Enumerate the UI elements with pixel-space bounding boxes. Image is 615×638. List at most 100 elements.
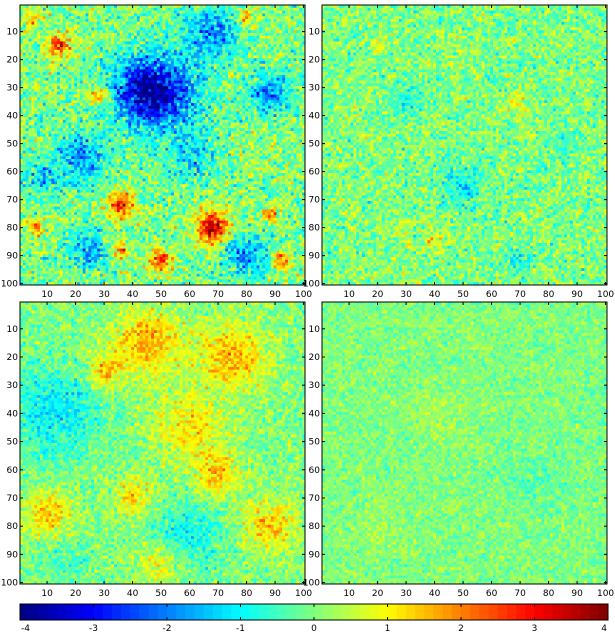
heatmap-cell [137,109,140,112]
heatmap-cell [279,22,282,25]
heatmap-cell [51,75,54,78]
heatmap-cell [125,22,128,25]
heatmap-cell [202,114,205,117]
heatmap-cell [197,125,200,128]
heatmap-cell [208,83,211,86]
heatmap-cell [271,106,274,109]
heatmap-cell [163,131,166,134]
heatmap-cell [111,97,114,100]
heatmap-cell [171,55,174,58]
heatmap-cell [120,111,123,114]
heatmap-cell [171,128,174,131]
heatmap-cell [299,78,302,81]
heatmap-cell [171,78,174,81]
heatmap-cell [91,27,94,30]
heatmap-cell [185,64,188,67]
heatmap-cell [140,81,143,84]
heatmap-cell [205,25,208,28]
heatmap-cell [34,64,37,67]
heatmap-cell [137,41,140,44]
heatmap-cell [60,11,63,14]
heatmap-cell [291,27,294,30]
heatmap-cell [117,95,120,98]
heatmap-cell [200,25,203,28]
heatmap-cell [74,55,77,58]
heatmap-cell [197,8,200,11]
heatmap-cell [148,97,151,100]
heatmap-cell [46,117,49,120]
heatmap-cell [299,72,302,75]
heatmap-cell [137,95,140,98]
heatmap-cell [248,83,251,86]
heatmap-cell [140,78,143,81]
heatmap-cell [134,13,137,16]
heatmap-cell [254,36,257,39]
heatmap-cell [265,95,268,98]
heatmap-cell [100,58,103,61]
heatmap-cell [123,69,126,72]
heatmap-cell [257,89,260,92]
heatmap-cell [205,75,208,78]
heatmap-cell [123,16,126,19]
heatmap-cell [257,100,260,103]
heatmap-cell [29,61,32,64]
heatmap-cell [202,36,205,39]
heatmap-cell [171,114,174,117]
heatmap-cell [279,30,282,33]
heatmap-cell [74,39,77,42]
heatmap-cell [140,89,143,92]
heatmap-cell [220,114,223,117]
heatmap-cell [80,72,83,75]
heatmap-cell [77,8,80,11]
heatmap-cell [202,58,205,61]
heatmap-cell [103,58,106,61]
heatmap-cell [188,67,191,70]
heatmap-cell [225,50,228,53]
heatmap-cell [26,41,29,44]
heatmap-cell [191,19,194,22]
heatmap-cell [274,103,277,106]
heatmap-cell [294,134,297,137]
heatmap-cell [285,75,288,78]
heatmap-cell [182,83,185,86]
heatmap-cell [125,72,128,75]
heatmap-cell [128,81,131,84]
heatmap-cell [103,25,106,28]
heatmap-cell [163,36,166,39]
heatmap-cell [239,109,242,112]
heatmap-cell [128,83,131,86]
heatmap-cell [180,134,183,137]
heatmap-cell [214,78,217,81]
heatmap-cell [251,75,254,78]
heatmap-cell [185,103,188,106]
heatmap-cell [63,95,66,98]
heatmap-cell [214,109,217,112]
heatmap-cell [160,53,163,56]
heatmap-cell [182,95,185,98]
heatmap-cell [168,117,171,120]
heatmap-cell [202,95,205,98]
heatmap-cell [151,75,154,78]
heatmap-cell [231,44,234,47]
heatmap-cell [60,106,63,109]
heatmap-cell [174,86,177,89]
heatmap-cell [214,13,217,16]
heatmap-cell [43,109,46,112]
heatmap-cell [131,106,134,109]
heatmap-cell [163,134,166,137]
heatmap-cell [294,75,297,78]
heatmap-cell [202,11,205,14]
heatmap-cell [111,106,114,109]
heatmap-cell [128,33,131,36]
heatmap-cell [231,109,234,112]
heatmap-cell [225,89,228,92]
heatmap-cell [202,131,205,134]
heatmap-cell [63,27,66,30]
heatmap-cell [163,106,166,109]
heatmap-cell [43,41,46,44]
heatmap-cell [145,19,148,22]
heatmap-cell [202,8,205,11]
heatmap-cell [225,95,228,98]
heatmap-cell [182,53,185,56]
heatmap-cell [174,41,177,44]
